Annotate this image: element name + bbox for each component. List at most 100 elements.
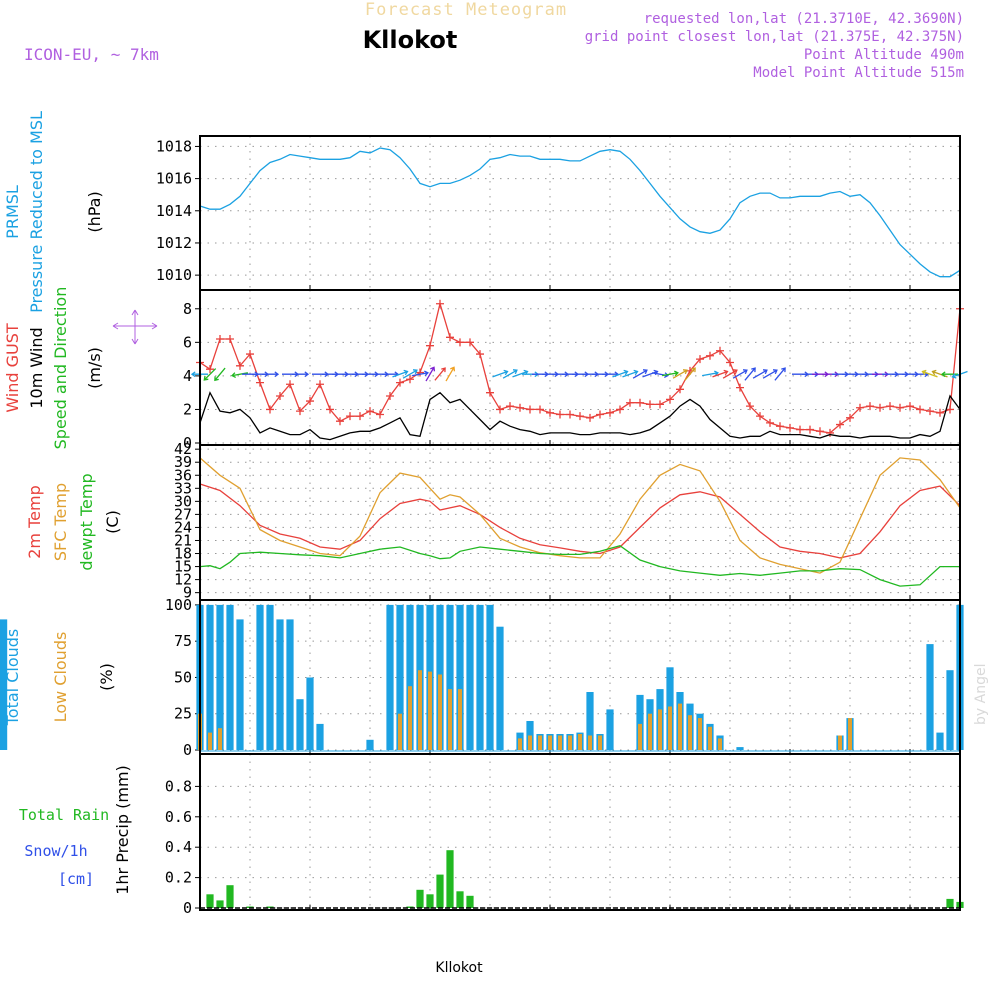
gust-marker (766, 418, 774, 427)
temperature-frame (199, 444, 961, 601)
gust-marker (526, 405, 534, 414)
clouds-bar (568, 735, 572, 750)
clouds-bar (496, 626, 504, 750)
gust-marker (826, 428, 834, 437)
gust-marker (946, 405, 954, 414)
precip-frame (199, 753, 961, 911)
clouds-bar (446, 604, 454, 750)
gust-marker (246, 350, 254, 359)
clouds-bar (438, 674, 442, 750)
point-altitude: Point Altitude 490m (804, 47, 964, 63)
wind-arrow (744, 367, 756, 381)
gust-marker (446, 333, 454, 342)
gust-marker (456, 338, 464, 347)
wind-arrow (214, 367, 226, 382)
gust-marker (736, 383, 744, 392)
wind-arrow (502, 369, 518, 379)
clouds-bar (256, 604, 264, 750)
gust-marker (396, 378, 404, 387)
y-tick-label: 25 (174, 705, 192, 723)
clouds-bar (538, 735, 542, 750)
clouds-bar (226, 604, 234, 750)
clouds-bar (486, 604, 494, 750)
wind-arrow (411, 370, 429, 377)
y-tick-label: 27 (174, 505, 192, 523)
y-tick-label: 15 (174, 558, 192, 576)
clouds-bar (586, 692, 594, 750)
gust-marker (536, 405, 544, 414)
gust-marker (706, 351, 714, 360)
y-axis-label: Speed and Direction (51, 287, 70, 450)
y-tick-label: 36 (174, 466, 192, 484)
bottom-location: Kllokot (435, 960, 483, 976)
gust-marker (746, 402, 754, 411)
clouds-bar (638, 723, 642, 750)
gust-marker (426, 341, 434, 350)
clouds-bar (296, 699, 304, 750)
clouds-bar (636, 694, 644, 750)
y-tick-label: 1018 (156, 137, 192, 155)
gust-marker (386, 392, 394, 401)
precip-panel: 0 0.2 0.4 0.6 0.8 Total Rain Snow/1h [cm] 1hr Pr… (19, 753, 964, 917)
clouds-bar (236, 619, 244, 750)
gust-marker (286, 380, 294, 389)
gust-marker (486, 388, 494, 397)
wind-series-line (199, 391, 961, 441)
clouds-bar (946, 670, 954, 750)
clouds-bar (216, 604, 224, 750)
gust-marker (506, 402, 514, 411)
precip-bar (446, 850, 454, 908)
gust-marker (466, 338, 474, 347)
clouds-bar (698, 718, 702, 750)
clouds-bar (588, 735, 592, 750)
top-title: Forecast Meteogram (365, 0, 567, 20)
requested-coords: requested lon,lat (21.3710E, 42.3690N) (644, 11, 964, 27)
wind-arrow (203, 368, 217, 381)
gust-marker (806, 425, 814, 434)
clouds-bar (458, 689, 462, 750)
clouds-bar (316, 723, 324, 750)
y-axis-label: Total Rain (19, 806, 109, 824)
watermark: by Angel (973, 664, 989, 725)
y-tick-label: 21 (174, 531, 192, 549)
wind-arrow (445, 366, 456, 382)
y-axis-label: Pressure Reduced to MSL (27, 111, 46, 313)
gust-marker (436, 299, 444, 308)
pressure-panel: 1010 1012 1014 1016 1018 PRMSL Pressure Reduce… (3, 111, 961, 313)
wind-arrow (392, 369, 409, 378)
wind-arrow (632, 369, 648, 379)
clouds-bar (848, 718, 852, 750)
clouds-bar (736, 747, 744, 750)
clouds-bar (206, 604, 214, 750)
model-altitude: Model Point Altitude 515m (753, 65, 964, 81)
y-tick-label: 75 (174, 632, 192, 650)
gust-marker (636, 398, 644, 407)
gust-marker (316, 380, 324, 389)
gust-marker (616, 405, 624, 414)
y-tick-label: 6 (183, 333, 192, 351)
gust-marker (236, 361, 244, 370)
clouds-bar (218, 728, 222, 750)
gust-marker (566, 410, 574, 419)
wind-arrow (622, 369, 639, 378)
chart-panels: 1010 1012 1014 1016 1018 PRMSL Pressure Reduce… (0, 111, 968, 917)
clouds-bar (428, 671, 432, 750)
gust-marker (256, 378, 264, 387)
y-axis-label: Snow/1h (24, 842, 87, 860)
y-tick-label: 42 (174, 440, 192, 458)
clouds-bar (926, 644, 934, 750)
gust-marker (856, 403, 864, 412)
wind-arrow (722, 369, 738, 379)
wind-arrow (612, 369, 629, 378)
precip-bar (216, 900, 224, 908)
clouds-bar (466, 604, 474, 750)
precip-bar (466, 895, 474, 908)
compass-ns-arrow (131, 309, 139, 345)
gust-marker (776, 422, 784, 431)
y-tick-label: 1010 (156, 266, 192, 284)
gust-marker (366, 407, 374, 416)
wind-arrow (684, 367, 696, 381)
y-axis-label: Total Clouds (3, 629, 22, 727)
y-tick-label: 0.8 (165, 777, 192, 795)
clouds-bar (396, 604, 404, 750)
